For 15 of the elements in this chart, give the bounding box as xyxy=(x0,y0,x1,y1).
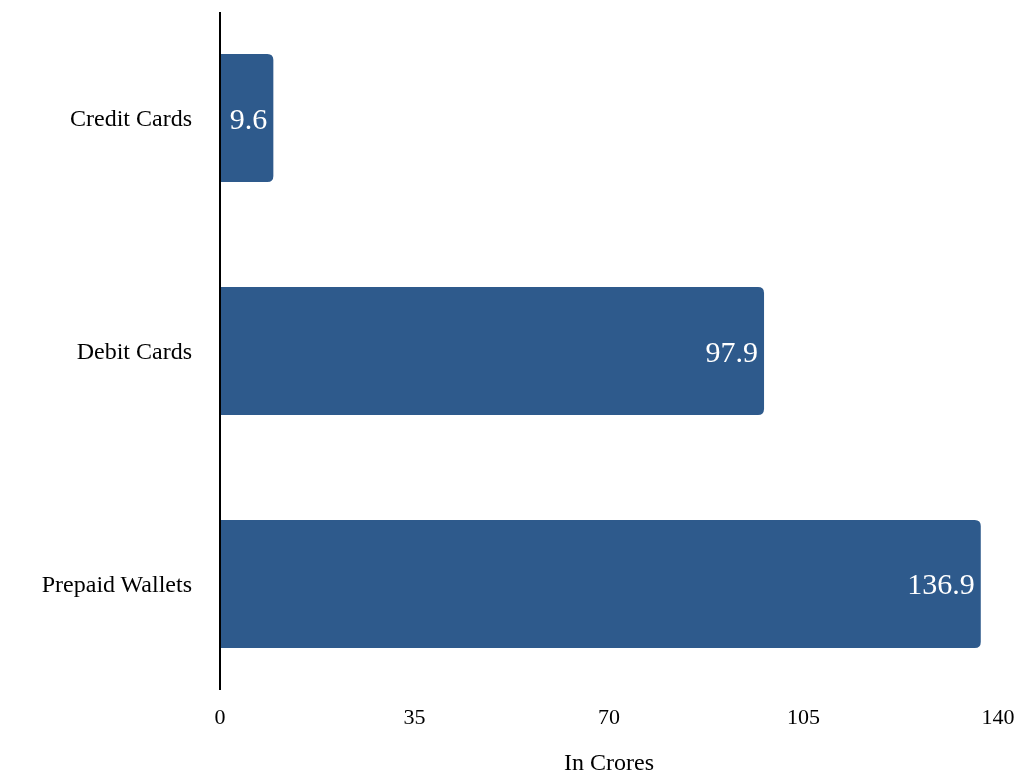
data-label: 136.9 xyxy=(907,567,975,601)
x-tick-label: 70 xyxy=(598,704,620,729)
x-tick-label: 140 xyxy=(981,704,1015,729)
x-tick-label: 105 xyxy=(787,704,820,729)
x-axis-title: In Crores xyxy=(564,749,654,775)
x-tick-label: 35 xyxy=(403,704,426,729)
bar xyxy=(220,54,274,183)
data-label: 97.9 xyxy=(705,334,759,368)
bar xyxy=(220,286,765,416)
y-tick-label: Credit Cards xyxy=(70,105,192,132)
data-label: 9.6 xyxy=(229,101,268,135)
bar xyxy=(220,519,981,648)
y-tick-label: Prepaid Wallets xyxy=(41,571,192,598)
x-tick-label: 0 xyxy=(214,704,226,729)
y-tick-label: Debit Cards xyxy=(76,338,192,365)
